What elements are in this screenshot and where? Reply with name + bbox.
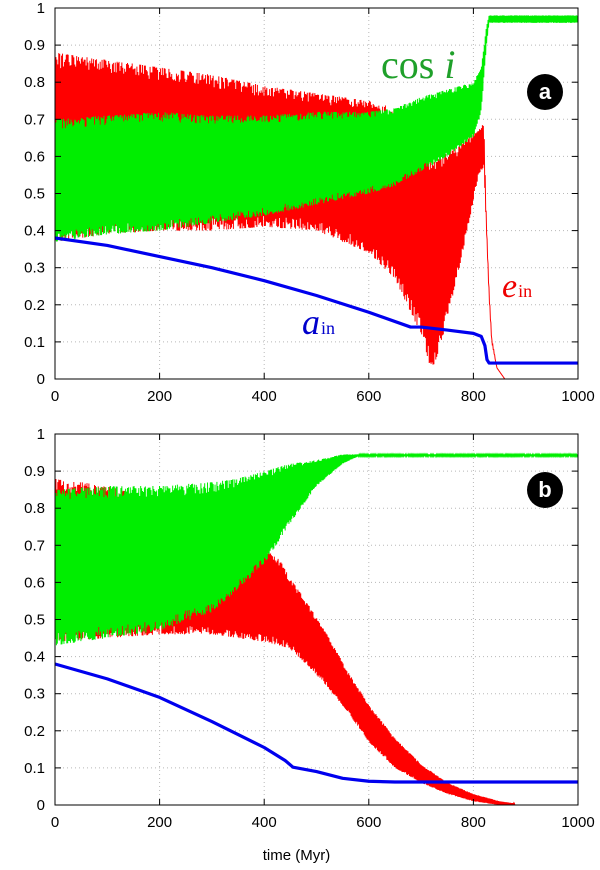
x-axis-title: time (Myr): [263, 847, 331, 864]
y-tick-label: 0.7: [24, 537, 45, 554]
panel-badge-circle: [527, 472, 563, 508]
e-in-label: ein: [502, 268, 532, 305]
x-tick-label: 200: [147, 814, 172, 831]
y-tick-label: 0.5: [24, 612, 45, 629]
series-cos-i-band: [55, 15, 578, 242]
cos-text: cos: [381, 42, 434, 87]
y-tick-label: 0.1: [24, 334, 45, 351]
x-tick-label: 800: [461, 388, 486, 405]
y-tick-label: 0.9: [24, 463, 45, 480]
a-in-main: a: [302, 302, 320, 342]
a-in-subscript: in: [321, 318, 335, 338]
y-tick-label: 0.7: [24, 111, 45, 128]
y-tick-label: 0.2: [24, 297, 45, 314]
y-tick-label: 0: [37, 371, 45, 388]
x-tick-label: 0: [51, 814, 59, 831]
x-tick-label: 400: [252, 814, 277, 831]
x-tick-label: 1000: [561, 814, 594, 831]
y-tick-label: 0: [37, 797, 45, 814]
panel-b: 0 0.1 0.2 0.3 0.4 0.5 0.6 0.7 0.8 0.9 1 0 200 400 600 8…: [24, 426, 595, 864]
y-tick-label: 1: [37, 426, 45, 443]
x-tick-label: 600: [356, 388, 381, 405]
e-in-subscript: in: [518, 281, 532, 301]
y-tick-label: 0.1: [24, 760, 45, 777]
panel-badge-label: a: [539, 79, 552, 104]
y-tick-label: 0.3: [24, 260, 45, 277]
cos-variable: i: [444, 42, 455, 87]
y-tick-label: 0.8: [24, 74, 45, 91]
plot-area: [55, 15, 578, 379]
y-tick-label: 0.5: [24, 186, 45, 203]
y-tick-label: 0.4: [24, 649, 45, 666]
x-tick-label: 600: [356, 814, 381, 831]
y-tick-label: 1: [37, 0, 45, 17]
y-tick-label: 0.9: [24, 37, 45, 54]
y-tick-label: 0.3: [24, 686, 45, 703]
y-tick-label: 0.4: [24, 223, 45, 240]
x-tick-label: 800: [461, 814, 486, 831]
series-a-in-line: [55, 236, 578, 365]
e-in-main: e: [502, 268, 517, 305]
y-tick-label: 0.6: [24, 148, 45, 165]
cos-i-label: cos i: [381, 42, 455, 87]
panel-badge-label: b: [538, 477, 551, 502]
plot-area: [55, 452, 578, 805]
y-tick-label: 0.6: [24, 574, 45, 591]
panel-a: 0 0.1 0.2 0.3 0.4 0.5 0.6 0.7 0.8 0.9 1 0 200 400 600 8…: [24, 0, 595, 405]
series-cos-i-band: [55, 452, 578, 646]
y-tick-label: 0.8: [24, 500, 45, 517]
x-tick-label: 0: [51, 388, 59, 405]
x-tick-label: 400: [252, 388, 277, 405]
x-tick-label: 1000: [561, 388, 594, 405]
x-tick-label: 200: [147, 388, 172, 405]
y-tick-label: 0.2: [24, 723, 45, 740]
a-in-label: ain: [302, 302, 335, 342]
panel-badge-circle: [527, 74, 563, 110]
series-a-in-line: [55, 662, 578, 784]
